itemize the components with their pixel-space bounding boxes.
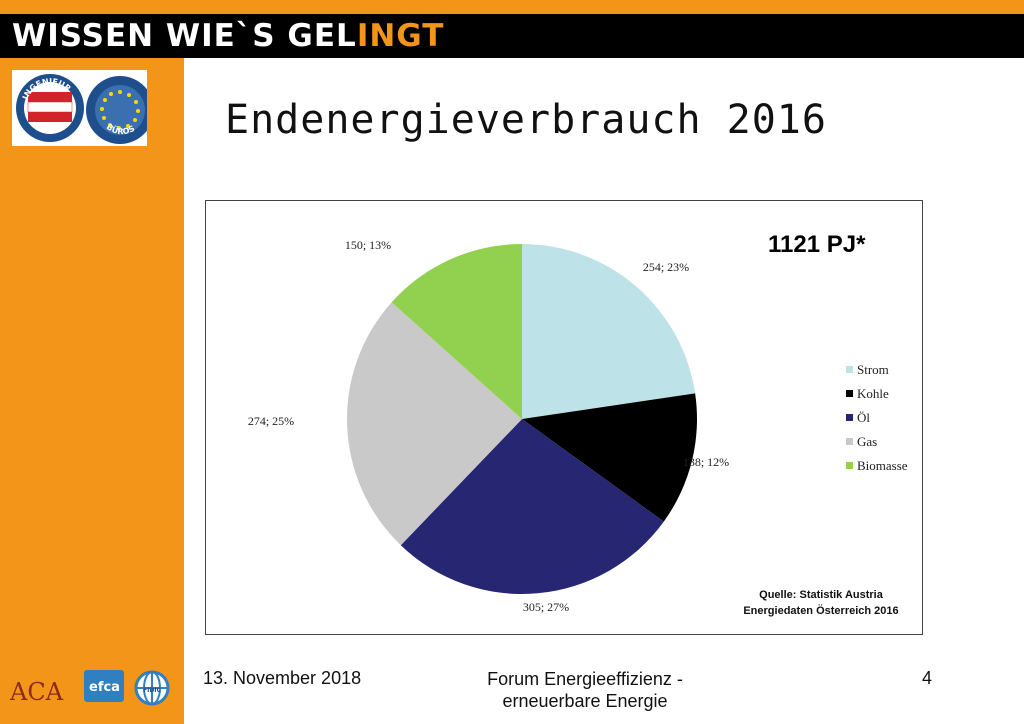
data-label-öl: 305; 27% [523, 600, 569, 614]
aca-logo-text: ACA [9, 678, 64, 706]
total-energy-label: 1121 PJ* [768, 231, 866, 258]
partner-logos: ACA efca FIDIC [6, 666, 176, 710]
pie-slice-strom [522, 244, 696, 419]
pie-chart: 254; 23% 138; 12% 305; 27% 274; 25% 150; 13%… [248, 238, 908, 614]
data-label-strom: 254; 23% [643, 260, 689, 274]
data-label-kohle: 138; 12% [683, 455, 729, 469]
footer-event-line-1: Forum Energieeffizienz - [487, 669, 683, 689]
fidic-logo: FIDIC [134, 670, 170, 706]
ingenieurbueros-logo: INGENIEUR BÜROS [12, 70, 154, 146]
pie-chart-frame: 254; 23% 138; 12% 305; 27% 274; 25% 150; 13%… [205, 200, 923, 635]
fidic-logo-text: FIDIC [143, 687, 162, 694]
slide-title: Endenergieverbrauch 2016 [225, 97, 827, 143]
header-banner: WISSEN WIE`S GELINGT [0, 14, 1024, 58]
legend-label-biomasse: Biomasse [857, 458, 908, 473]
pie-slice-öl [400, 419, 664, 594]
source-line-1: Quelle: Statistik Austria [759, 589, 883, 601]
footer-event: Forum Energieeffizienz - erneuerbare Ene… [440, 668, 730, 712]
legend-label-öl: Öl [857, 410, 870, 425]
page-number: 4 [922, 668, 933, 688]
pie-slice-gas [347, 302, 522, 546]
legend-swatch-strom [846, 366, 853, 373]
source-line-2: Energiedaten Österreich 2016 [743, 605, 899, 617]
pie-slice-kohle [522, 393, 697, 522]
source-note: Quelle: Statistik Austria Energiedaten Ö… [731, 587, 911, 619]
data-label-biomasse: 150; 13% [345, 238, 391, 252]
aca-logo: ACA [6, 670, 72, 708]
data-label-gas: 274; 25% [248, 414, 294, 428]
pie-slice-biomasse [391, 244, 522, 419]
legend-swatch-gas [846, 438, 853, 445]
banner-slogan: WISSEN WIE`S GELINGT [12, 17, 445, 54]
legend-label-gas: Gas [857, 434, 877, 449]
left-sidebar [0, 58, 184, 724]
legend-swatch-öl [846, 414, 853, 421]
legend-swatch-biomasse [846, 462, 853, 469]
legend-label-strom: Strom [857, 362, 889, 377]
efca-logo-text: efca [89, 680, 120, 695]
legend-label-kohle: Kohle [857, 386, 889, 401]
footer-date: 13. November 2018 [203, 668, 362, 688]
legend-swatch-kohle [846, 390, 853, 397]
footer-event-line-2: erneuerbare Energie [502, 691, 668, 711]
top-accent-strip [0, 0, 1024, 14]
efca-logo: efca [84, 670, 124, 702]
